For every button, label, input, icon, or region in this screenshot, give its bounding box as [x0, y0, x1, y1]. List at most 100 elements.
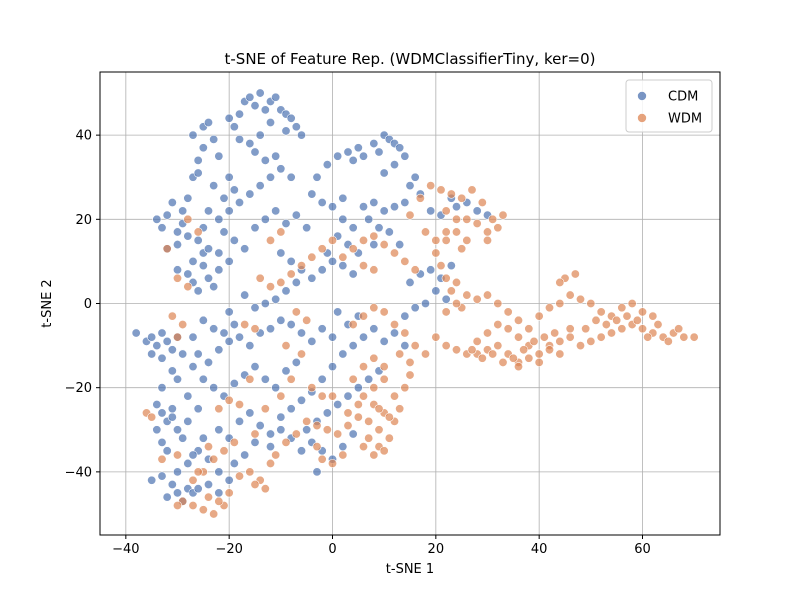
scatter-point-cdm [229, 378, 239, 388]
chart-title: t-SNE of Feature Rep. (WDMClassifierTiny… [225, 50, 596, 68]
scatter-point-wdm [317, 244, 327, 254]
scatter-point-cdm [260, 298, 270, 308]
scatter-point-wdm [482, 235, 492, 245]
scatter-point-wdm [498, 210, 508, 220]
scatter-point-cdm [410, 303, 420, 313]
scatter-point-wdm [519, 345, 529, 355]
scatter-point-wdm [513, 315, 523, 325]
scatter-point-wdm [648, 311, 658, 321]
y-tick-label: 40 [75, 129, 92, 144]
scatter-point-wdm [235, 400, 245, 410]
scatter-point-wdm [410, 341, 420, 351]
scatter-point-cdm [193, 286, 203, 296]
scatter-point-cdm [307, 273, 317, 283]
scatter-point-wdm [524, 353, 534, 363]
scatter-point-wdm [327, 391, 337, 401]
scatter-point-cdm [229, 185, 239, 195]
scatter-point-wdm [188, 501, 198, 511]
scatter-point-cdm [420, 298, 430, 308]
scatter-point-cdm [245, 139, 255, 149]
scatter-point-cdm [276, 248, 286, 258]
scatter-point-wdm [235, 471, 245, 481]
scatter-point-cdm [209, 181, 219, 191]
scatter-point-cdm [348, 341, 358, 351]
scatter-point-cdm [219, 328, 229, 338]
scatter-point-wdm [436, 185, 446, 195]
scatter-point-cdm [395, 240, 405, 250]
scatter-point-cdm [343, 147, 353, 157]
scatter-point-cdm [441, 294, 451, 304]
scatter-point-wdm [591, 315, 601, 325]
scatter-point-cdm [173, 374, 183, 384]
scatter-point-cdm [364, 374, 374, 384]
scatter-point-cdm [348, 223, 358, 233]
scatter-point-cdm [400, 197, 410, 207]
scatter-point-cdm [291, 357, 301, 367]
scatter-point-wdm [358, 362, 368, 372]
scatter-point-cdm [162, 210, 172, 220]
scatter-point-cdm [338, 214, 348, 224]
scatter-point-wdm [663, 336, 673, 346]
scatter-point-cdm [317, 265, 327, 275]
scatter-point-wdm [204, 442, 214, 452]
scatter-point-wdm [302, 416, 312, 426]
scatter-point-cdm [198, 261, 208, 271]
scatter-point-cdm [152, 341, 162, 351]
scatter-point-wdm [333, 429, 343, 439]
scatter-point-cdm [333, 307, 343, 317]
scatter-point-wdm [193, 227, 203, 237]
scatter-point-wdm [198, 505, 208, 515]
scatter-point-cdm [296, 130, 306, 140]
scatter-point-wdm [224, 488, 234, 498]
scatter-point-cdm [152, 214, 162, 224]
scatter-point-cdm [317, 374, 327, 384]
scatter-point-cdm [188, 332, 198, 342]
scatter-point-wdm [317, 391, 327, 401]
scatter-point-wdm [307, 383, 317, 393]
scatter-point-wdm [389, 320, 399, 330]
scatter-point-cdm [322, 408, 332, 418]
scatter-point-wdm [250, 429, 260, 439]
scatter-point-cdm [338, 193, 348, 203]
y-axis-label: t-SNE 2 [40, 279, 55, 327]
scatter-point-cdm [379, 336, 389, 346]
scatter-point-wdm [565, 332, 575, 342]
scatter-point-wdm [477, 197, 487, 207]
scatter-point-cdm [327, 256, 337, 266]
scatter-point-cdm [183, 416, 193, 426]
scatter-point-cdm [255, 181, 265, 191]
scatter-point-cdm [286, 320, 296, 330]
scatter-point-cdm [162, 492, 172, 502]
scatter-point-cdm [255, 88, 265, 98]
scatter-point-cdm [224, 307, 234, 317]
scatter-point-wdm [224, 395, 234, 405]
scatter-point-cdm [167, 366, 177, 376]
scatter-point-wdm [431, 235, 441, 245]
scatter-point-cdm [389, 328, 399, 338]
scatter-point-wdm [410, 265, 420, 275]
scatter-point-cdm [157, 408, 167, 418]
scatter-point-cdm [291, 122, 301, 132]
scatter-point-wdm [513, 332, 523, 342]
scatter-point-wdm [286, 374, 296, 384]
scatter-point-cdm [451, 202, 461, 212]
scatter-point-wdm [555, 336, 565, 346]
scatter-point-cdm [188, 450, 198, 460]
x-axis-label: t-SNE 1 [386, 562, 434, 577]
scatter-point-wdm [627, 298, 637, 308]
scatter-point-cdm [209, 383, 219, 393]
scatter-point-cdm [235, 134, 245, 144]
scatter-point-cdm [276, 425, 286, 435]
scatter-point-wdm [498, 357, 508, 367]
scatter-point-cdm [446, 261, 456, 271]
scatter-point-cdm [219, 193, 229, 203]
scatter-point-cdm [291, 277, 301, 287]
x-tick-label: 20 [428, 542, 445, 557]
scatter-point-wdm [322, 425, 332, 435]
scatter-point-cdm [327, 202, 337, 212]
scatter-point-cdm [333, 151, 343, 161]
scatter-point-cdm [152, 400, 162, 410]
scatter-point-wdm [276, 391, 286, 401]
scatter-point-cdm [426, 265, 436, 275]
